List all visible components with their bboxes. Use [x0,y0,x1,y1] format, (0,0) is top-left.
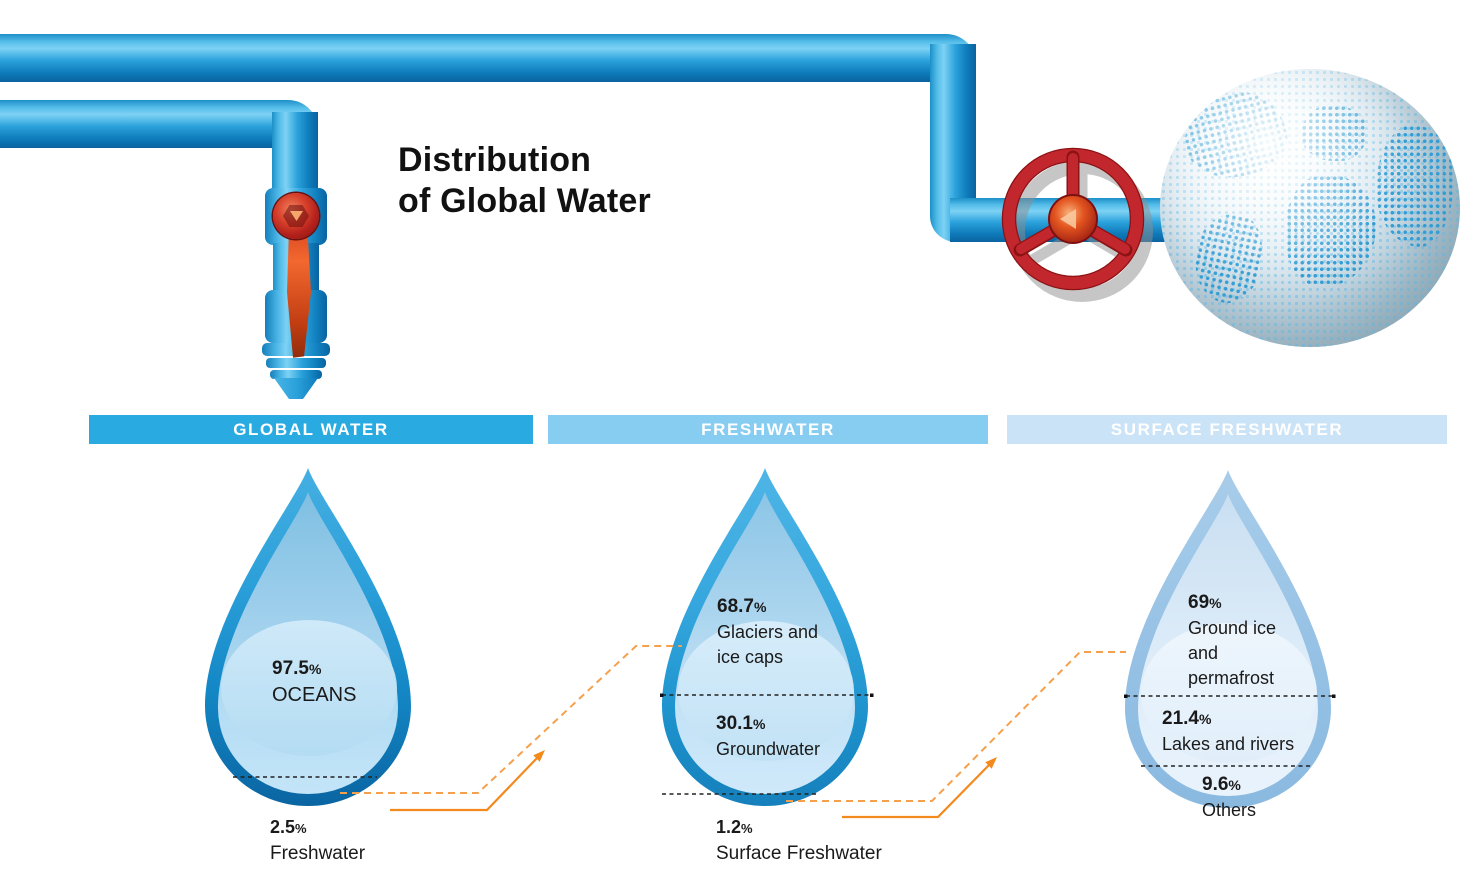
percent-sign: % [753,599,767,615]
header-bar-global-water: GLOBAL WATER [89,415,533,444]
segment-value: 97.5% [272,658,322,679]
callout-value: 2.5% [270,817,307,837]
water-drop-surface-freshwater [1125,470,1331,808]
faucet-spout-tip [274,378,318,399]
segment-label: Glaciers and ice caps [717,622,819,668]
faucet-bolt-arrow-icon [290,211,303,221]
callout-value: 1.2% [716,817,753,837]
earth-globe-icon [1160,69,1460,347]
title-line-2: of Global Water [398,182,651,220]
callout-label: Surface Freshwater [716,842,882,864]
zoom-arrowhead-1 [533,750,545,762]
segment-value: 69% [1188,592,1222,613]
faucet-ridge [270,370,322,379]
segment-lakes-rivers: 21.4% Lakes and rivers [1162,706,1327,757]
percent-sign: % [1209,595,1222,611]
segment-label: OCEANS [272,684,357,707]
callout-freshwater: 2.5% Freshwater [270,815,365,868]
segment-others: 9.6% Others [1202,772,1256,823]
segment-value: 30.1% [716,713,766,734]
valve-wheel-icon [1001,147,1153,302]
segment-ground-ice: 69% Ground ice and permafrost [1188,590,1300,691]
percent-sign: % [295,821,307,836]
segment-label: Others [1202,800,1257,821]
segment-label: Ground ice and permafrost [1188,618,1277,688]
segment-oceans: 97.5% OCEANS [272,656,356,710]
segment-value: 9.6% [1202,774,1241,795]
segment-label: Groundwater [716,739,821,760]
left-pipe-horizontal [0,100,318,148]
top-pipe-horizontal [0,34,976,82]
segment-value: 21.4% [1162,708,1212,729]
header-label: GLOBAL WATER [233,419,389,439]
segment-label: Lakes and rivers [1162,734,1295,755]
globe-highlight [1160,69,1460,347]
percent-sign: % [1228,777,1241,793]
faucet-ridge [266,358,326,368]
percent-sign: % [1198,711,1212,727]
segment-groundwater: 30.1% Groundwater [716,711,856,762]
water-drop-global-water [205,468,411,806]
header-label: SURFACE FRESHWATER [1110,419,1344,439]
callout-label: Freshwater [270,842,366,864]
percent-sign: % [308,661,322,677]
percent-sign: % [752,716,766,732]
zoom-arrowhead-2 [985,757,997,769]
segment-value: 68.7% [717,596,767,617]
page-title: Distribution of Global Water [398,140,651,222]
title-line-1: Distribution [398,141,592,179]
header-label: FRESHWATER [701,419,835,439]
percent-sign: % [741,821,753,836]
header-bar-surface-freshwater: SURFACE FRESHWATER [1007,415,1447,444]
header-bar-freshwater: FRESHWATER [548,415,988,444]
segment-glaciers: 68.7% Glaciers and ice caps [717,594,839,670]
callout-surface-freshwater: 1.2% Surface Freshwater [716,815,882,868]
